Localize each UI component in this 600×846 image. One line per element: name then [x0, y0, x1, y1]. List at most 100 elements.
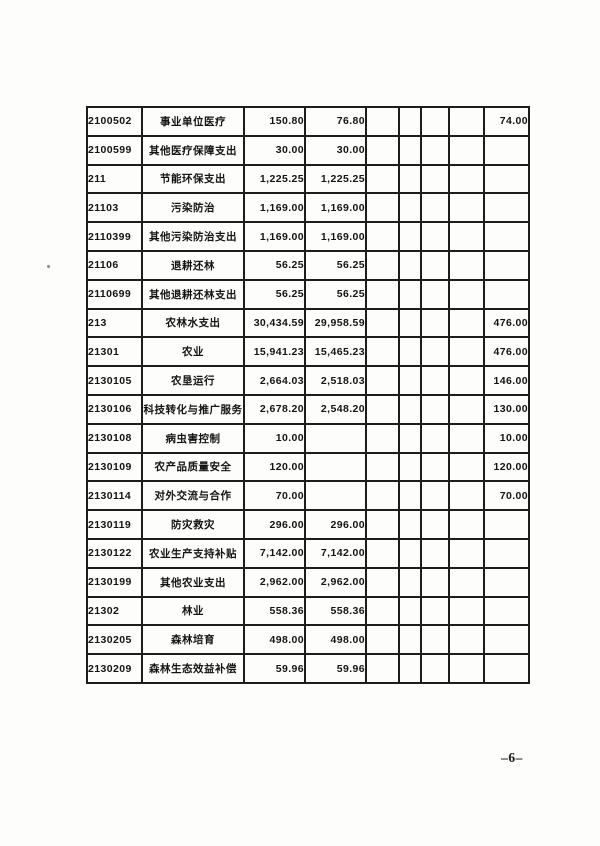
item-name-cell: 其他农业支出: [141, 566, 245, 598]
amount-col2-cell: 558.36: [304, 595, 367, 627]
empty-col2-cell: [398, 134, 422, 166]
empty-col1-cell: [365, 134, 400, 166]
item-name-cell: 科技转化与推广服务: [141, 393, 245, 425]
amount-col2-cell: 498.00: [304, 624, 367, 656]
empty-col1-cell: [365, 624, 400, 656]
table-row: 21302 林业 558.36 558.36: [86, 595, 530, 627]
item-name-cell: 农产品质量安全: [141, 451, 245, 483]
item-name-cell: 森林生态效益补偿: [141, 653, 245, 684]
table-row: 21301 农业 15,941.23 15,465.23 476.00: [86, 336, 530, 368]
empty-col2-cell: [398, 221, 422, 252]
item-name-cell: 对外交流与合作: [141, 480, 245, 512]
empty-col3-cell: [420, 192, 450, 224]
empty-col3-cell: [420, 134, 450, 166]
table-row: 21106 退耕还林 56.25 56.25: [86, 249, 530, 281]
budget-code-cell: 2130122: [86, 537, 143, 569]
amount-col2-cell: [304, 480, 367, 512]
table-row: 2130114 对外交流与合作 70.00 70.00: [86, 480, 530, 512]
budget-code-cell: 2130114: [86, 480, 143, 512]
budget-code-cell: 2130119: [86, 509, 143, 540]
amount-col2-cell: 59.96: [304, 653, 367, 684]
empty-col2-cell: [398, 336, 422, 368]
item-name-cell: 农业生产支持补贴: [141, 537, 245, 569]
empty-col4-cell: [448, 451, 485, 483]
amount-col3-cell: 130.00: [483, 393, 530, 425]
empty-col2-cell: [398, 278, 422, 310]
budget-code-cell: 21103: [86, 192, 143, 224]
table-row: 2100599 其他医疗保障支出 30.00 30.00: [86, 134, 530, 166]
empty-col4-cell: [448, 365, 485, 396]
amount-col3-cell: 476.00: [483, 307, 530, 339]
amount-col1-cell: 150.80: [243, 106, 306, 137]
empty-col2-cell: [398, 451, 422, 483]
empty-col3-cell: [420, 422, 450, 454]
empty-col4-cell: [448, 393, 485, 425]
budget-table-body: 2100502 事业单位医疗 150.80 76.80 74.00 2100599 其他医疗…: [86, 106, 530, 684]
budget-code-cell: 213: [86, 307, 143, 339]
empty-col2-cell: [398, 365, 422, 396]
amount-col1-cell: 30,434.59: [243, 307, 306, 339]
amount-col3-cell: 120.00: [483, 451, 530, 483]
table-row: 2110399 其他污染防治支出 1,169.00 1,169.00: [86, 221, 530, 252]
amount-col1-cell: 59.96: [243, 653, 306, 684]
empty-col2-cell: [398, 509, 422, 540]
empty-col3-cell: [420, 221, 450, 252]
empty-col2-cell: [398, 163, 422, 195]
table-row: 211 节能环保支出 1,225.25 1,225.25: [86, 163, 530, 195]
empty-col1-cell: [365, 451, 400, 483]
empty-col2-cell: [398, 537, 422, 569]
empty-col3-cell: [420, 624, 450, 656]
amount-col3-cell: [483, 566, 530, 598]
amount-col1-cell: 70.00: [243, 480, 306, 512]
table-row: 2130122 农业生产支持补贴 7,142.00 7,142.00: [86, 537, 530, 569]
budget-code-cell: 21301: [86, 336, 143, 368]
budget-expenditure-table: 2100502 事业单位医疗 150.80 76.80 74.00 2100599 其他医疗…: [86, 106, 530, 684]
empty-col4-cell: [448, 509, 485, 540]
item-name-cell: 林业: [141, 595, 245, 627]
empty-col3-cell: [420, 480, 450, 512]
empty-col4-cell: [448, 249, 485, 281]
amount-col2-cell: 56.25: [304, 249, 367, 281]
amount-col3-cell: [483, 537, 530, 569]
budget-code-cell: 2130109: [86, 451, 143, 483]
amount-col3-cell: [483, 163, 530, 195]
empty-col1-cell: [365, 653, 400, 684]
budget-code-cell: 2130209: [86, 653, 143, 684]
amount-col1-cell: 56.25: [243, 249, 306, 281]
item-name-cell: 农林水支出: [141, 307, 245, 339]
empty-col2-cell: [398, 192, 422, 224]
amount-col2-cell: 29,958.59: [304, 307, 367, 339]
item-name-cell: 防灾救灾: [141, 509, 245, 540]
budget-code-cell: 211: [86, 163, 143, 195]
amount-col2-cell: 1,169.00: [304, 192, 367, 224]
empty-col4-cell: [448, 595, 485, 627]
table-row: 2130199 其他农业支出 2,962.00 2,962.00: [86, 566, 530, 598]
empty-col2-cell: [398, 422, 422, 454]
amount-col2-cell: 2,518.03: [304, 365, 367, 396]
empty-col4-cell: [448, 480, 485, 512]
empty-col2-cell: [398, 480, 422, 512]
item-name-cell: 农垦运行: [141, 365, 245, 396]
amount-col3-cell: 10.00: [483, 422, 530, 454]
empty-col1-cell: [365, 393, 400, 425]
page-number: –6–: [501, 750, 523, 765]
empty-col1-cell: [365, 106, 400, 137]
item-name-cell: 事业单位医疗: [141, 106, 245, 137]
amount-col2-cell: 2,962.00: [304, 566, 367, 598]
empty-col2-cell: [398, 106, 422, 137]
budget-code-cell: 2100599: [86, 134, 143, 166]
empty-col4-cell: [448, 653, 485, 684]
empty-col3-cell: [420, 393, 450, 425]
amount-col1-cell: 296.00: [243, 509, 306, 540]
empty-col3-cell: [420, 451, 450, 483]
table-row: 2110699 其他退耕还林支出 56.25 56.25: [86, 278, 530, 310]
amount-col2-cell: 296.00: [304, 509, 367, 540]
amount-col3-cell: 476.00: [483, 336, 530, 368]
budget-code-cell: 2130106: [86, 393, 143, 425]
empty-col2-cell: [398, 624, 422, 656]
table-row: 2130119 防灾救灾 296.00 296.00: [86, 509, 530, 540]
amount-col1-cell: 10.00: [243, 422, 306, 454]
amount-col1-cell: 30.00: [243, 134, 306, 166]
amount-col1-cell: 2,962.00: [243, 566, 306, 598]
